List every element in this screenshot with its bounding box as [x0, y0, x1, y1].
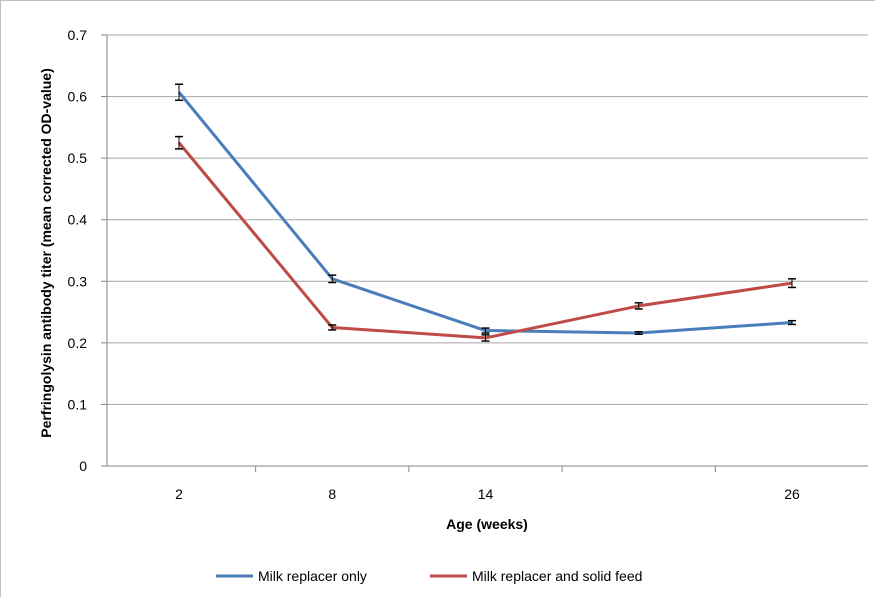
y-tick-label: 0.4 [68, 212, 88, 228]
x-axis-title: Age (weeks) [446, 516, 528, 532]
y-tick-label: 0.3 [68, 273, 88, 289]
y-tick-label: 0.5 [68, 150, 88, 166]
x-tick-label: 8 [328, 486, 336, 502]
axes [101, 35, 868, 472]
legend-label-milk-replacer-and-solid-feed: Milk replacer and solid feed [472, 568, 642, 584]
legend: Milk replacer only Milk replacer and sol… [216, 568, 642, 584]
legend-label-milk-replacer-only: Milk replacer only [258, 568, 367, 584]
x-tick-labels: 2 8 14 26 [175, 486, 800, 502]
x-tick-label: 26 [784, 486, 800, 502]
y-tick-label: 0.7 [68, 27, 88, 43]
gridlines [107, 35, 868, 404]
y-tick-label: 0.2 [68, 335, 88, 351]
y-axis-title: Perfringolysin antibody titer (mean corr… [38, 68, 54, 438]
series-milk-replacer-and-solid-feed [175, 137, 796, 341]
y-tick-label: 0 [79, 458, 87, 474]
y-tick-label: 0.1 [68, 396, 88, 412]
y-tick-label: 0.6 [68, 89, 88, 105]
y-tick-labels: 0 0.1 0.2 0.3 0.4 0.5 0.6 0.7 [68, 27, 88, 474]
x-tick-label: 2 [175, 486, 183, 502]
data-series [175, 84, 796, 341]
series-line-milk-replacer-and-solid-feed [179, 143, 792, 338]
x-tick-label: 14 [478, 486, 494, 502]
